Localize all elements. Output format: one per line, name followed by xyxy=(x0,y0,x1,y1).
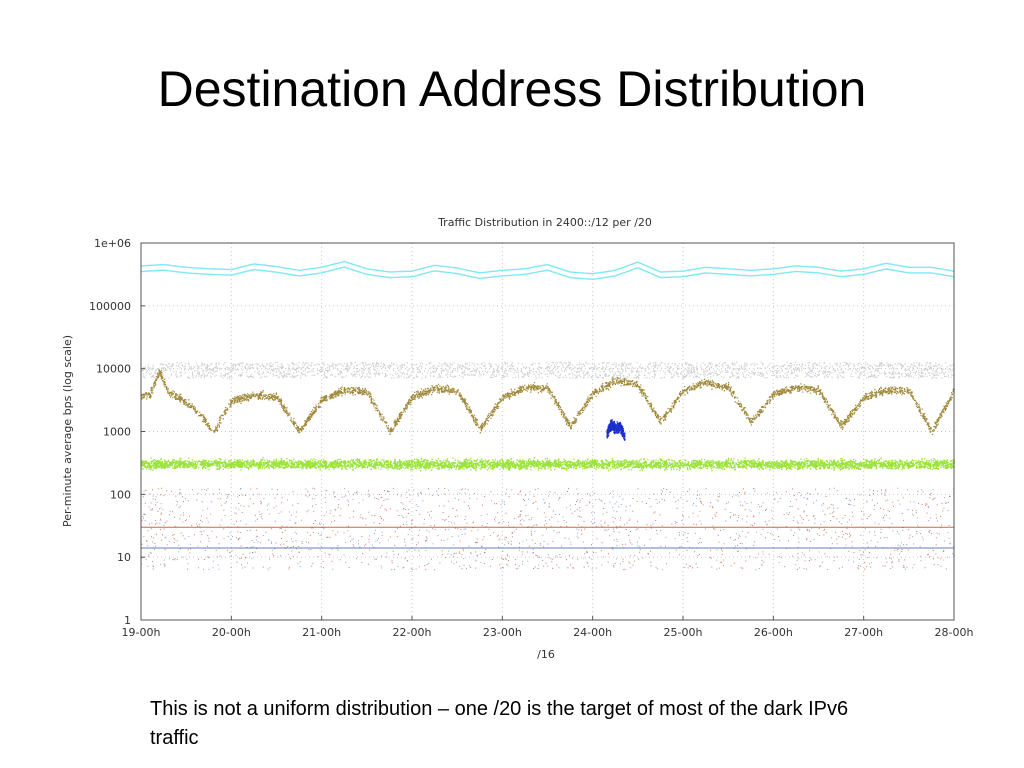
x-axis-ticks: 19-00h 20-00h 21-00h 22-00h 23-00h 24-00h 25-0… xyxy=(122,616,974,639)
y-tick-label: 1e+06 xyxy=(94,237,131,250)
x-tick-label: 21-00h xyxy=(302,626,341,639)
gray-cloud-series xyxy=(141,361,955,379)
y-tick-label: 1000 xyxy=(103,426,131,439)
traffic-distribution-chart: Traffic Distribution in 2400::/12 per /2… xyxy=(61,216,974,661)
x-tick-label: 22-00h xyxy=(393,626,432,639)
low-blue-scatter xyxy=(141,487,955,571)
y-axis-ticks: 1 10 100 1000 10000 100000 1e+06 xyxy=(89,237,145,627)
chart-title: Traffic Distribution in 2400::/12 per /2… xyxy=(437,216,652,229)
y-axis-label: Per-minute average bps (log scale) xyxy=(61,335,74,527)
x-axis-label: /16 xyxy=(537,648,555,661)
x-tick-label: 20-00h xyxy=(212,626,251,639)
y-tick-label: 10 xyxy=(117,551,131,564)
y-tick-label: 100000 xyxy=(89,300,131,313)
top-band-series xyxy=(140,260,955,275)
top-band-series xyxy=(140,266,955,281)
x-tick-label: 23-00h xyxy=(483,626,522,639)
chart-grid xyxy=(140,242,955,621)
x-tick-label: 28-00h xyxy=(935,626,974,639)
x-tick-label: 27-00h xyxy=(844,626,883,639)
low-red-scatter xyxy=(141,487,951,571)
slide-caption: This is not a uniform distribution – one… xyxy=(150,698,849,749)
cyclic-band-series xyxy=(141,369,955,436)
x-tick-label: 19-00h xyxy=(122,626,161,639)
slide-title: Destination Address Distribution xyxy=(157,61,867,117)
x-tick-label: 25-00h xyxy=(664,626,703,639)
y-tick-label: 10000 xyxy=(96,363,131,376)
chart-data-layers xyxy=(140,260,955,571)
x-tick-label: 26-00h xyxy=(754,626,793,639)
burst-series xyxy=(606,419,626,441)
plot-frame xyxy=(140,242,955,621)
y-tick-label: 100 xyxy=(110,488,131,501)
y-tick-label: 1 xyxy=(124,614,131,627)
x-tick-label: 24-00h xyxy=(573,626,612,639)
green-band-series xyxy=(141,457,955,472)
